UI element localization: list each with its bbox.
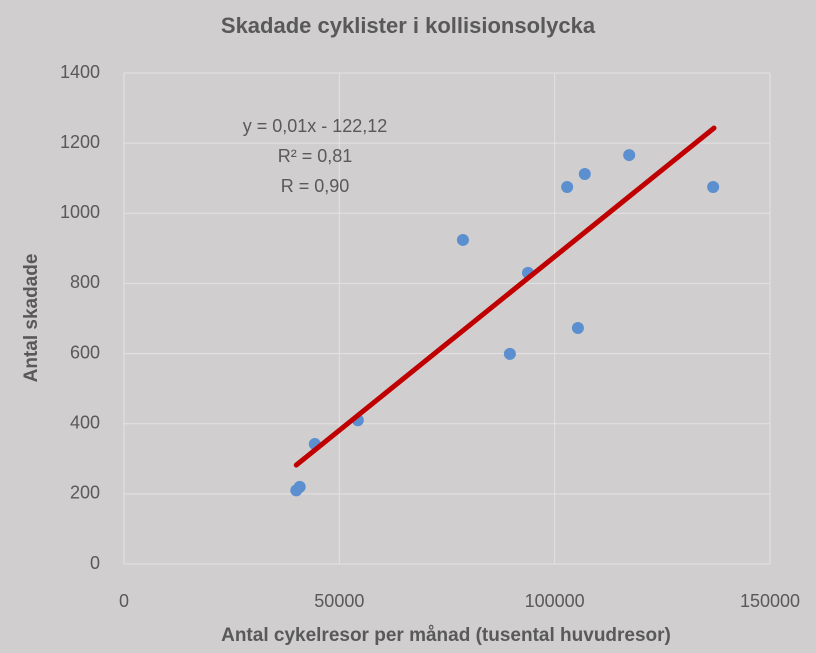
x-tick-label: 150000: [740, 591, 800, 611]
point: [503, 347, 516, 360]
y-tick-label: 200: [70, 483, 100, 503]
point: [561, 180, 574, 193]
trend-equation: y = 0,01x - 122,12: [243, 116, 388, 136]
y-tick-label: 600: [70, 342, 100, 362]
y-tick-label: 1200: [60, 132, 100, 152]
y-axis-label: Antal skadade: [21, 254, 42, 383]
point: [623, 149, 636, 162]
x-tick-label: 0: [119, 591, 129, 611]
trendline: [293, 125, 717, 468]
point: [456, 233, 469, 246]
point: [578, 168, 591, 181]
y-tick-label: 800: [70, 272, 100, 292]
y-tick-label: 1000: [60, 202, 100, 222]
y-tick-label: 1400: [60, 62, 100, 82]
trend-equation: R² = 0,81: [278, 146, 353, 166]
y-tick-label: 400: [70, 412, 100, 432]
x-axis-label: Antal cykelresor per månad (tusental huv…: [221, 625, 671, 646]
point: [571, 321, 584, 334]
x-tick-label: 50000: [314, 591, 364, 611]
point: [293, 480, 306, 493]
chart-title: Skadade cyklister i kollisionsolycka: [221, 13, 596, 38]
y-tick-label: 0: [90, 553, 100, 573]
point: [707, 180, 720, 193]
trend-equation: R = 0,90: [281, 176, 350, 196]
x-tick-label: 100000: [525, 591, 585, 611]
